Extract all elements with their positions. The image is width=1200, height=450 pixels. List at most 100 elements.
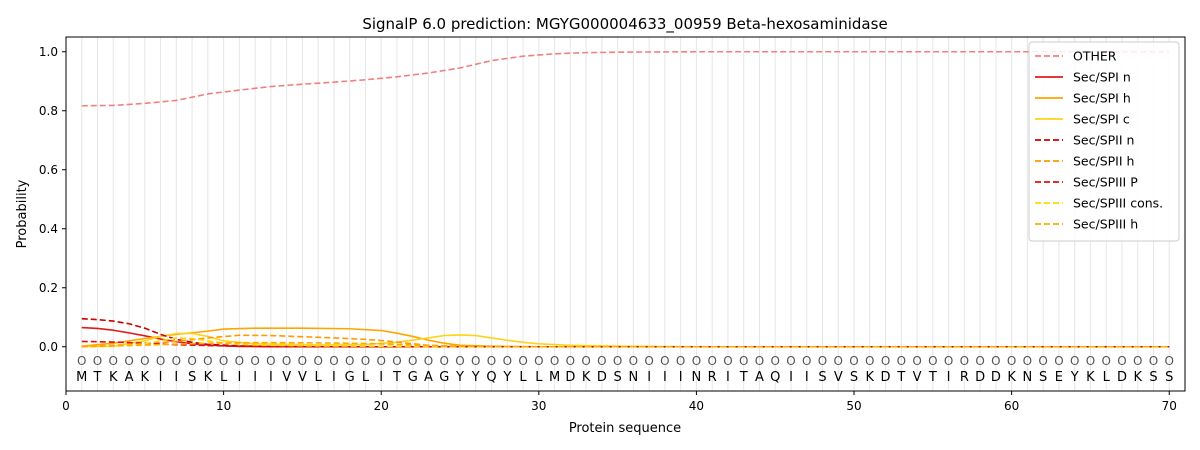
residue-label: L xyxy=(315,370,323,385)
region-label: O xyxy=(77,354,86,368)
region-label: O xyxy=(235,354,244,368)
residue-label: E xyxy=(1055,370,1063,385)
region-label: O xyxy=(298,354,307,368)
region-label: O xyxy=(912,354,921,368)
region-label: O xyxy=(739,354,748,368)
region-label: O xyxy=(770,354,779,368)
y-axis-label: Probability xyxy=(15,179,30,248)
y-tick-label: 1.0 xyxy=(39,45,58,59)
y-tick-label: 0.6 xyxy=(39,163,58,177)
residue-label: G xyxy=(408,370,418,385)
region-label: O xyxy=(755,354,764,368)
residue-label: I xyxy=(174,370,178,385)
region-label: O xyxy=(440,354,449,368)
region-label: O xyxy=(93,354,102,368)
plot-frame xyxy=(65,36,1186,392)
region-label: O xyxy=(881,354,890,368)
region-label: O xyxy=(266,354,275,368)
region-label: O xyxy=(1007,354,1016,368)
position-gridlines xyxy=(81,37,1170,391)
region-label: O xyxy=(455,354,464,368)
region-label: O xyxy=(834,354,843,368)
series-line-3 xyxy=(81,332,1170,348)
residue-label: D xyxy=(991,370,1001,385)
residue-label: V xyxy=(282,370,291,385)
y-tick-label: 0.0 xyxy=(39,340,58,354)
residue-label: K xyxy=(1086,370,1095,385)
region-label: O xyxy=(487,354,496,368)
residue-label: I xyxy=(663,370,667,385)
region-label: O xyxy=(140,354,149,368)
residue-label: G xyxy=(439,370,449,385)
x-tick-label: 0 xyxy=(62,399,70,413)
region-label: O xyxy=(408,354,417,368)
residue-label: I xyxy=(647,370,651,385)
region-label: O xyxy=(1023,354,1032,368)
region-label: O xyxy=(566,354,575,368)
residue-label: V xyxy=(913,370,922,385)
residue-label: Y xyxy=(1070,370,1079,385)
region-label: O xyxy=(1117,354,1126,368)
residue-label: V xyxy=(834,370,843,385)
x-axis-label: Protein sequence xyxy=(569,421,681,436)
residue-label: K xyxy=(204,370,213,385)
region-label: O xyxy=(361,354,370,368)
residue-label: T xyxy=(928,370,937,385)
region-label: O xyxy=(550,354,559,368)
legend: OTHER Sec/SPI n Sec/SPI h Sec/SPI c Sec/SPII… xyxy=(1028,41,1180,242)
region-label: O xyxy=(865,354,874,368)
region-label: O xyxy=(424,354,433,368)
residue-label: S xyxy=(818,370,826,385)
residue-label: K xyxy=(141,370,150,385)
legend-box xyxy=(1028,41,1180,242)
residue-label: D xyxy=(565,370,575,385)
residue-label: Y xyxy=(502,370,511,385)
residue-label: T xyxy=(93,370,102,385)
residue-label: S xyxy=(1149,370,1157,385)
residue-label: S xyxy=(850,370,858,385)
residue-label: A xyxy=(125,370,134,385)
region-label: O xyxy=(644,354,653,368)
residue-label: I xyxy=(726,370,730,385)
region-label: O xyxy=(187,354,196,368)
region-label: O xyxy=(250,354,259,368)
residue-label: I xyxy=(379,370,383,385)
region-label: O xyxy=(707,354,716,368)
region-label: O xyxy=(376,354,385,368)
x-tick-label: 10 xyxy=(216,399,231,413)
residue-label: D xyxy=(1117,370,1127,385)
residue-label: I xyxy=(805,370,809,385)
residue-label: K xyxy=(1007,370,1016,385)
residue-label: M xyxy=(549,370,560,385)
x-axis-ticks: 0 10 20 30 40 50 60 70 xyxy=(62,391,1177,413)
legend-label: Sec/SPI c xyxy=(1073,112,1130,127)
region-label: O xyxy=(1101,354,1110,368)
region-label: O xyxy=(1149,354,1158,368)
series-lines xyxy=(81,50,1170,348)
region-label: O xyxy=(109,354,118,368)
region-label: O xyxy=(345,354,354,368)
residue-label: S xyxy=(1039,370,1047,385)
region-label: O xyxy=(156,354,165,368)
residue-label: I xyxy=(159,370,163,385)
region-label: O xyxy=(613,354,622,368)
region-label: O xyxy=(534,354,543,368)
residue-label: D xyxy=(975,370,985,385)
x-tick-label: 60 xyxy=(1004,399,1019,413)
residue-label: I xyxy=(332,370,336,385)
region-label: O xyxy=(503,354,512,368)
series-line-7 xyxy=(81,337,1170,348)
residue-label: R xyxy=(708,370,717,385)
residue-label: T xyxy=(739,370,748,385)
residue-label: M xyxy=(76,370,87,385)
residue-label: A xyxy=(755,370,764,385)
residue-label: T xyxy=(896,370,905,385)
residue-label: V xyxy=(298,370,307,385)
region-label: O xyxy=(629,354,638,368)
x-tick-label: 40 xyxy=(689,399,704,413)
y-tick-label: 0.4 xyxy=(39,222,58,236)
region-label: O xyxy=(282,354,291,368)
legend-label: Sec/SPI n xyxy=(1073,70,1131,85)
region-label: O xyxy=(172,354,181,368)
region-label: O xyxy=(897,354,906,368)
